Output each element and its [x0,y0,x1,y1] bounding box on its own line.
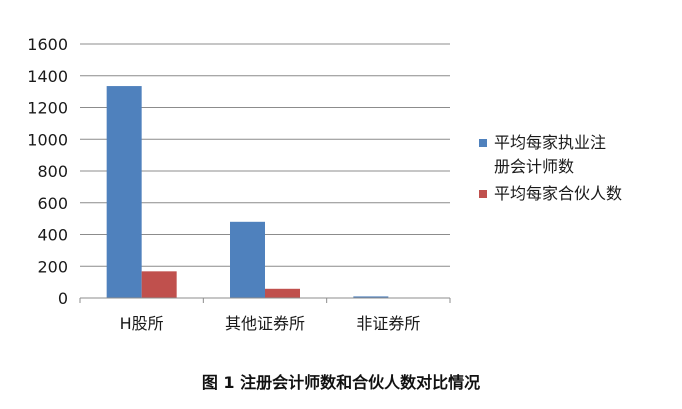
y-tick-label: 800 [37,162,68,181]
x-category-label: 非证券所 [356,314,420,333]
legend-swatch [479,190,487,198]
y-tick-label: 400 [37,226,68,245]
x-category-label: 其他证券所 [225,314,305,333]
bar [230,221,265,298]
bar [106,86,142,298]
bars [106,86,389,298]
figure-caption: 图 1 注册会计师数和合伙人数对比情况 [201,373,481,392]
bar [141,271,177,298]
legend-label: 平均每家合伙人数 [494,184,622,203]
y-tick-label: 600 [37,194,68,213]
gridlines [80,43,450,267]
y-tick-label: 1400 [27,67,68,86]
legend-swatch [479,139,487,147]
y-tick-label: 1600 [27,35,68,54]
legend-label: 册会计师数 [494,157,574,176]
y-tick-label: 200 [37,257,68,276]
y-tick-label: 1200 [27,99,68,118]
legend-label: 平均每家执业注 [494,133,606,152]
bar-chart: 0 200 400 600 800 1000 1200 1400 1600 H股所 其他证券所 非证… [27,35,622,333]
x-axis: H股所 其他证券所 非证券所 [79,297,451,333]
bar [265,288,300,298]
x-category-label: H股所 [120,314,164,333]
y-axis: 0 200 400 600 800 1000 1200 1400 1600 [27,35,68,308]
y-tick-label: 0 [58,289,68,308]
bar [353,296,389,298]
y-tick-label: 1000 [27,130,68,149]
